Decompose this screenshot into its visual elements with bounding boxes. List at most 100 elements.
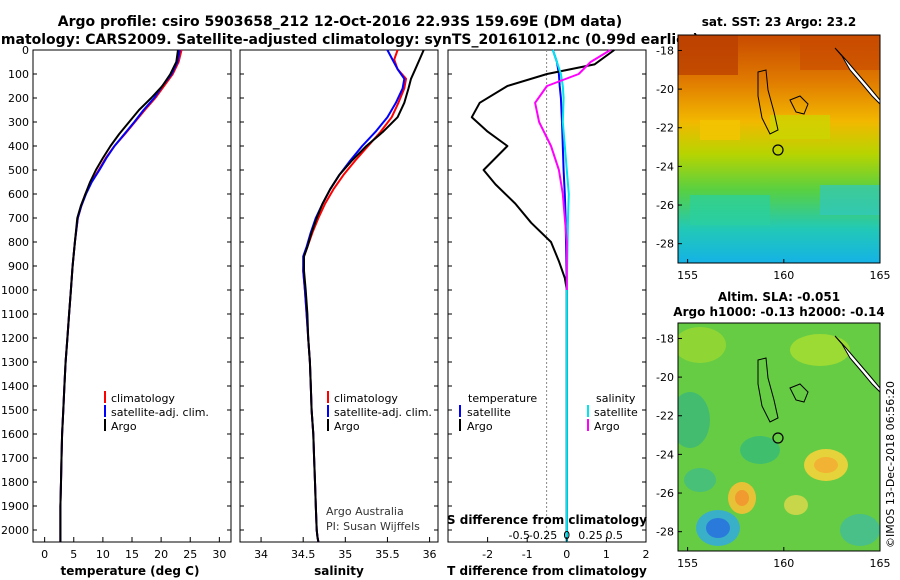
x-tick-label: 0 — [563, 548, 570, 561]
map-lat-label: -20 — [656, 83, 674, 96]
depth-tick-label: 1500 — [1, 404, 29, 417]
legend-temperature-header: temperature — [468, 392, 537, 405]
x-tick-label: 10 — [96, 548, 110, 561]
sla-map-ticks: -18 -20 -22 -24 -26 -28 155 160 165 — [656, 332, 890, 570]
sst-map-frame — [677, 34, 881, 264]
map-lat-label: -28 — [656, 526, 674, 539]
x2-tick-label: 0.25 — [578, 529, 603, 542]
depth-tick-label: 1200 — [1, 332, 29, 345]
x2-tick-label: -0.5 — [509, 529, 530, 542]
legend-climatology: climatology — [111, 392, 175, 405]
x-tick-label: 35 — [338, 548, 352, 561]
float-location-marker — [772, 432, 784, 444]
map-lat-label: -26 — [656, 487, 674, 500]
title-line-1: Argo profile: csiro 5903658_212 12-Oct-2… — [58, 14, 622, 30]
map-lat-label: -24 — [656, 160, 674, 173]
depth-tick-label: 1100 — [1, 308, 29, 321]
depth-tick-label: 400 — [8, 140, 29, 153]
imos-timestamp: ©IMOS 13-Dec-2018 06:56:20 — [884, 381, 897, 548]
salinity-diff-x-ticks: -0.5-0.25 0 0.25 0.5 — [509, 529, 624, 542]
x-tick-label: 35.5 — [375, 548, 400, 561]
map-lat-label: -24 — [656, 448, 674, 461]
x-tick-label: 36 — [423, 548, 437, 561]
difference-x-ticks: -2 -1 0 1 2 — [482, 537, 650, 561]
temperature-axis-label: temperature (deg C) — [61, 564, 200, 578]
temperature-series — [59, 49, 183, 542]
salinity-series — [302, 49, 425, 543]
sla-map-title-1: Altim. SLA: -0.051 — [718, 290, 840, 304]
title-line-2: Climatology: CARS2009. Satellite-adjuste… — [0, 32, 699, 48]
map-lon-label: 165 — [870, 269, 891, 282]
map-lat-label: -22 — [656, 410, 674, 423]
sst-map — [677, 34, 881, 264]
x-tick-label: 2 — [643, 548, 650, 561]
x-tick-label: 1 — [603, 548, 610, 561]
map-lat-label: -18 — [656, 332, 674, 345]
legend-climatology: climatology — [334, 392, 398, 405]
map-lon-label: 160 — [773, 557, 794, 570]
depth-tick-label: 1900 — [1, 500, 29, 513]
legend-satellite: satellite-adj. clim. — [111, 406, 209, 419]
legend-t-satellite: satellite — [467, 406, 511, 419]
x2-tick-label: 0 — [563, 529, 570, 542]
series-argo — [303, 49, 425, 543]
x-tick-label: 30 — [212, 548, 226, 561]
depth-axis: 0 100 200 300 400 500 600 700 800 900 1000 1100 1200… — [1, 44, 646, 537]
depth-tick-label: 200 — [8, 92, 29, 105]
salinity-legend: climatology satellite-adj. clim. Argo — [327, 391, 432, 433]
x2-tick-label: 0.5 — [606, 529, 624, 542]
legend-salinity-header: salinity — [596, 392, 636, 405]
depth-tick-label: 600 — [8, 188, 29, 201]
x-tick-label: -2 — [482, 548, 493, 561]
s-difference-axis-label: S difference from climatology — [447, 513, 647, 527]
legend-argo: Argo — [111, 420, 137, 433]
depth-tick-label: 700 — [8, 212, 29, 225]
map-lon-label: 155 — [677, 269, 698, 282]
legend-t-argo: Argo — [467, 420, 493, 433]
x2-tick-label: -0.25 — [529, 529, 557, 542]
sst-patches — [678, 35, 880, 225]
x-tick-label: 20 — [154, 548, 168, 561]
map-lon-label: 155 — [677, 557, 698, 570]
legend-s-satellite: satellite — [594, 406, 638, 419]
legend-s-argo: Argo — [594, 420, 620, 433]
sst-map-ticks: -18 -20 -22 -24 -26 -28 155 160 165 — [656, 44, 890, 282]
salinity-panel — [239, 49, 439, 543]
map-lat-label: -20 — [656, 371, 674, 384]
sla-blobs — [678, 327, 880, 546]
map-lon-label: 160 — [773, 269, 794, 282]
depth-tick-label: 1600 — [1, 428, 29, 441]
island-outline — [789, 383, 809, 403]
temperature-x-ticks: 0 5 10 15 20 25 30 — [41, 537, 226, 561]
x-tick-label: 15 — [125, 548, 139, 561]
depth-tick-label: 100 — [8, 68, 29, 81]
x-tick-label: 34 — [254, 548, 268, 561]
new-caledonia-outline — [757, 69, 779, 135]
map-lat-label: -18 — [656, 44, 674, 57]
depth-tick-label: 900 — [8, 260, 29, 273]
sla-map-frame — [677, 322, 881, 552]
temperature-panel — [32, 49, 232, 543]
x-tick-label: 34.5 — [291, 548, 316, 561]
x-tick-label: 0 — [41, 548, 48, 561]
depth-tick-label: 300 — [8, 116, 29, 129]
depth-tick-label: 500 — [8, 164, 29, 177]
map-lon-label: 165 — [870, 557, 891, 570]
credit-line-1: Argo Australia — [326, 505, 404, 518]
x-tick-label: 25 — [183, 548, 197, 561]
float-location-marker — [772, 144, 784, 156]
new-caledonia-outline — [757, 357, 779, 423]
map-lat-label: -28 — [656, 238, 674, 251]
x-tick-label: 5 — [70, 548, 77, 561]
depth-tick-label: 2000 — [1, 524, 29, 537]
sst-map-title: sat. SST: 23 Argo: 23.2 — [702, 15, 856, 29]
island-outline — [789, 95, 809, 115]
series-argo — [59, 49, 179, 542]
temperature-legend: climatology satellite-adj. clim. Argo — [104, 391, 209, 433]
map-lat-label: -22 — [656, 122, 674, 135]
depth-tick-label: 1300 — [1, 356, 29, 369]
series-s-argo — [534, 49, 611, 290]
credit-line-2: PI: Susan Wijffels — [326, 520, 420, 533]
difference-legend: temperature satellite Argo salinity sate… — [459, 392, 638, 433]
